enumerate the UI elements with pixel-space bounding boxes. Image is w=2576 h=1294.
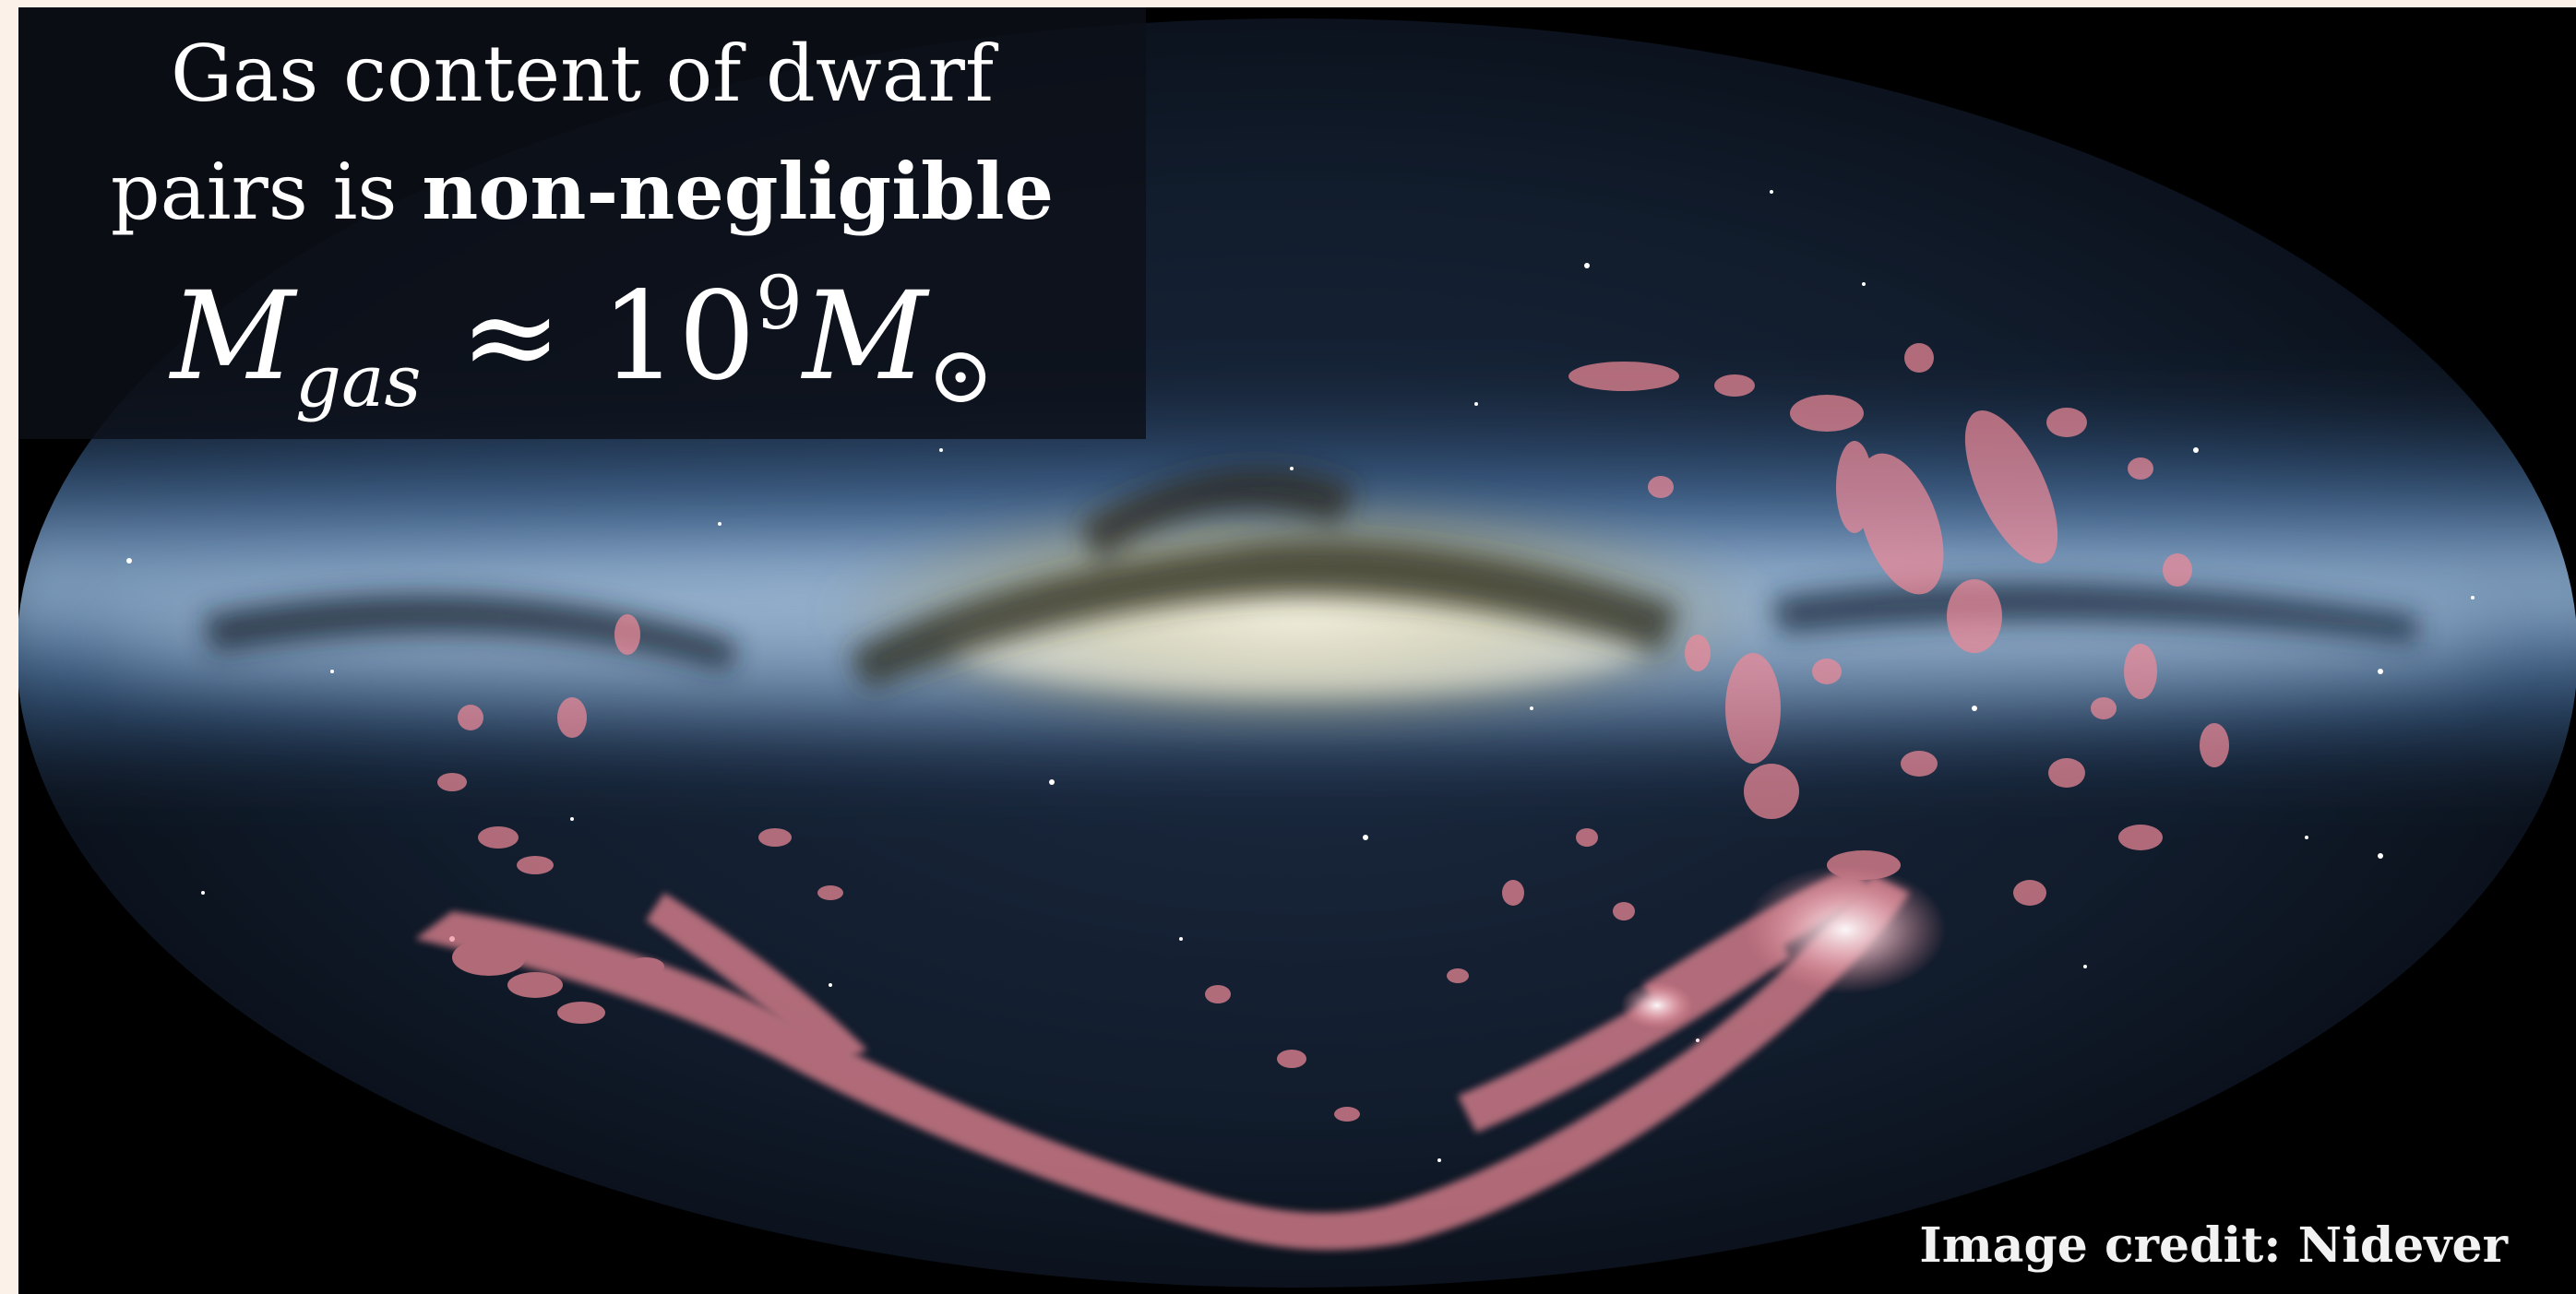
formula-unit-symbol: M [802,266,928,408]
title-emphasis: non-negligible [422,146,1055,237]
formula-symbol: M [170,266,296,408]
dust-lanes [203,468,2417,690]
formula-unit-subscript: ⊙ [927,329,995,421]
slide: Gas content of dwarf pairs is non-neglig… [18,7,2576,1294]
sky-ellipse [18,18,2576,1288]
image-credit: Image credit: Nidever [1919,1217,2508,1274]
title-line-1: Gas content of dwarf [170,29,995,119]
title-box: Gas content of dwarf pairs is non-neglig… [18,7,1146,439]
stars [126,190,2475,1162]
large-magellanic-cloud [1744,865,1947,994]
title-line-2: pairs is non-negligible [18,146,1146,238]
gas-mass-formula: Mgas ≈ 109M⊙ [18,258,1146,418]
formula-base: 10 [601,266,756,408]
title-line-2-prefix: pairs is [110,147,423,237]
all-sky-map [18,18,2576,1288]
formula-exponent: 9 [756,260,803,346]
formula-subscript: gas [295,340,422,423]
formula-approx: ≈ [459,266,563,408]
small-magellanic-cloud [1620,981,1694,1029]
